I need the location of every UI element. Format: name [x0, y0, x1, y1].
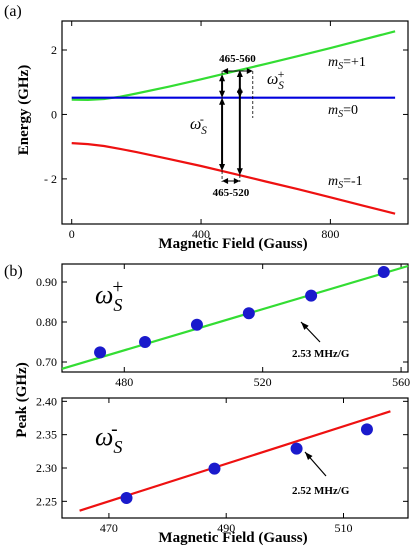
b-bottom-x-tick-label: 490 — [217, 521, 235, 535]
fit-line — [79, 410, 391, 512]
a-x-tick-label: 400 — [192, 227, 210, 241]
plot-b-top: ωS+2.53 MHz/G — [61, 264, 409, 370]
plot-frame-b-bottom — [61, 397, 409, 519]
series-label-main: m — [328, 103, 338, 118]
b-top-y-tick-label: 0.80 — [36, 315, 57, 329]
slope-arrow-head — [301, 322, 309, 330]
transition-arrow-head — [236, 70, 243, 78]
transition-arrow-head — [236, 85, 243, 93]
x-axis-label-b: Magnetic Field (Gauss) — [158, 530, 307, 546]
plot-b-bottom: ωS- 2.52 MHz/G — [79, 410, 391, 512]
b-top-x-tick-label: 520 — [254, 375, 272, 389]
ticks-b-top: 480 520 560 0.70 0.80 0.90 — [36, 264, 410, 389]
b-top-omega-label: ωS — [95, 280, 122, 315]
transition-arrow-head — [236, 168, 243, 176]
series-label-2: mS=-1 — [328, 174, 363, 191]
ticks-a: 0 400 800 2 0 - 2 — [44, 21, 408, 241]
a-x-tick-label: 0 — [69, 227, 75, 241]
series-label-main: m — [328, 174, 338, 189]
slope-arrow-head — [305, 452, 313, 460]
a-y-tick-label: 2 — [51, 43, 57, 57]
data-point — [94, 346, 107, 359]
shared-y-axis-label: Peak (GHz) — [14, 362, 30, 437]
omega-plus-label-main: ω — [267, 71, 278, 88]
slope-label: 2.53 MHz/G — [292, 348, 350, 360]
a-x-tick-label: 800 — [321, 227, 339, 241]
b-bottom-y-tick-label: 2.30 — [36, 461, 57, 475]
omega-plus-label-sup: + — [277, 67, 285, 81]
b-bottom-omega-label: ωS — [95, 422, 122, 457]
range-label-top: 465-560 — [219, 53, 256, 65]
data-point — [242, 307, 255, 320]
series-line-0 — [71, 30, 396, 102]
transition-arrow-head — [219, 74, 226, 82]
panel-a: (a) Energy (GHz) Magnetic Field (Gauss) … — [4, 3, 409, 252]
series-label-tail: =0 — [343, 103, 358, 118]
series-label-tail: =-1 — [343, 174, 363, 189]
data-point — [190, 318, 203, 331]
transition-arrow-head — [219, 164, 226, 172]
data-point — [120, 492, 133, 504]
slope-label: 2.52 MHz/G — [292, 485, 350, 497]
range-arrow-head — [246, 68, 253, 74]
b-bottom-y-tick-label: 2.25 — [36, 494, 57, 508]
plot-frame-b-top — [61, 263, 409, 373]
series-label-0: mS=+1 — [328, 55, 366, 72]
panel-label-a: (a) — [4, 3, 22, 20]
panel-b-bottom: Peak (GHz) Magnetic Field (Gauss) 470 490… — [14, 362, 409, 546]
b-bottom-omega-label-main: ω — [95, 422, 113, 451]
b-top-omega-label-sub: S — [113, 295, 122, 315]
transition-arrow-head — [219, 90, 226, 98]
fit-line — [61, 264, 409, 370]
range-label-bottom: 465-520 — [213, 187, 250, 199]
data-point — [305, 289, 318, 302]
lines-a: mS=+1mS=0mS=-1 — [71, 30, 396, 215]
b-top-x-tick-label: 560 — [392, 375, 410, 389]
data-point — [290, 442, 303, 455]
omega-plus-label: ωS — [267, 71, 284, 92]
a-y-tick-label: - 2 — [44, 172, 57, 186]
data-point — [208, 462, 221, 475]
series-label-main: m — [328, 55, 338, 70]
b-bottom-y-tick-label: 2.35 — [36, 428, 57, 442]
series-label-sub: S — [338, 180, 343, 191]
data-point — [360, 423, 373, 436]
series-label-1: mS=0 — [328, 103, 358, 120]
b-bottom-omega-label-sup: - — [111, 419, 118, 440]
series-line-2 — [71, 142, 396, 215]
b-bottom-y-tick-label: 2.40 — [36, 394, 57, 408]
b-top-omega-label-sup: + — [111, 277, 124, 298]
panel-label-b: (b) — [4, 263, 23, 280]
b-bottom-x-tick-label: 510 — [334, 521, 352, 535]
omega-minus-label-main: ω — [190, 116, 201, 133]
series-label-sub: S — [338, 61, 343, 72]
b-top-x-tick-label: 480 — [115, 375, 133, 389]
data-point — [377, 266, 390, 278]
omega-minus-label: ωS — [190, 116, 207, 137]
omega-plus-label-sub: S — [278, 80, 284, 92]
ticks-b-bottom: 470 490 510 2.25 2.30 2.35 2.40 — [36, 394, 408, 535]
b-top-y-tick-label: 0.70 — [36, 355, 57, 369]
omega-minus-label-sup: - — [200, 112, 204, 126]
range-arrow-head — [222, 178, 229, 184]
panel-b-top: (b) 480 520 560 0.70 0.80 0.90 ωS+2.53 MHz/G — [4, 263, 410, 389]
series-label-sub: S — [338, 109, 343, 120]
range-arrow-head — [222, 68, 229, 74]
plot-frame-a — [61, 20, 409, 225]
series-label-tail: =+1 — [343, 55, 366, 70]
b-top-omega-label-main: ω — [95, 280, 113, 309]
range-arrow-head — [233, 178, 240, 184]
b-top-y-tick-label: 0.90 — [36, 275, 57, 289]
omega-minus-label-sub: S — [201, 125, 207, 137]
x-axis-label-a: Magnetic Field (Gauss) — [158, 236, 307, 252]
b-bottom-x-tick-label: 470 — [100, 521, 118, 535]
y-axis-label-a: Energy (GHz) — [16, 65, 32, 155]
transition-arrow-head — [219, 97, 226, 105]
a-y-tick-label: 0 — [51, 107, 57, 121]
data-point — [139, 336, 152, 348]
b-bottom-omega-label-sub: S — [113, 437, 122, 457]
